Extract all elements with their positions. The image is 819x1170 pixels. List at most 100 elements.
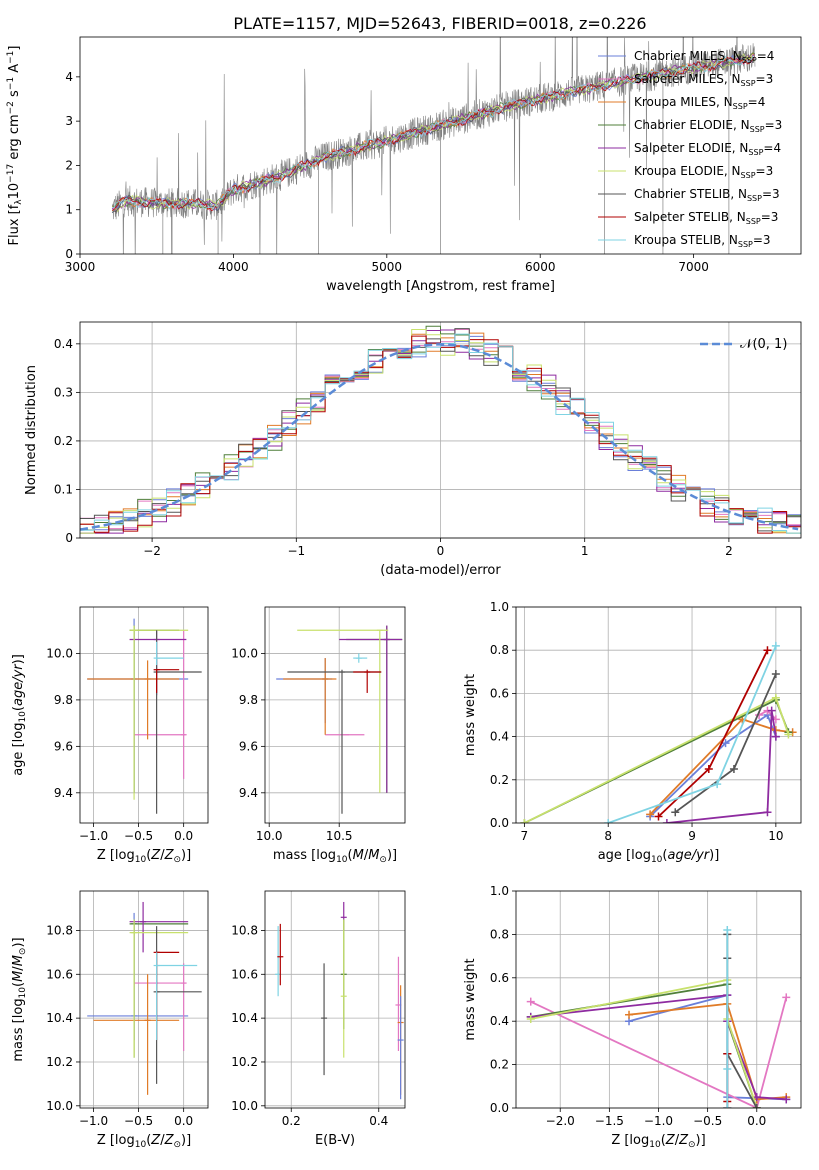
label-part: Z [log	[97, 848, 135, 863]
label-part: A	[7, 64, 22, 77]
label-part: Z	[150, 848, 161, 863]
weight-point-marker	[713, 780, 722, 789]
label-part: λ	[14, 199, 24, 205]
y-axis-label: age [log10(age/yr)]	[11, 654, 28, 776]
legend-text: Chabrier STELIB, N	[634, 187, 747, 201]
y-tick-label: 10.8	[231, 923, 258, 937]
weight-point-marker	[526, 1015, 535, 1024]
x-tick-label: −1.0	[644, 1114, 673, 1128]
y-tick-label: 0.0	[490, 1101, 509, 1115]
label-part: (	[662, 848, 667, 863]
y-axis-label: mass [log10(M/M⊙)]	[11, 937, 28, 1061]
label-part: /	[160, 1133, 165, 1148]
label-part: )]	[696, 1133, 706, 1148]
label-part: 10	[649, 1140, 661, 1150]
y-tick-label: 9.8	[54, 693, 73, 707]
label-part: M	[11, 971, 26, 982]
label-part: wavelength [Angstrom, rest frame]	[326, 279, 555, 294]
label-part: erg cm	[7, 114, 22, 163]
label-part: ⊙	[379, 855, 387, 865]
legend-subscript: SSP	[733, 102, 748, 111]
label-part: Z [log	[611, 1133, 649, 1148]
label-part: −2	[6, 101, 16, 114]
y-tick-label: 1.0	[490, 884, 509, 898]
y-tick-label: 0.4	[54, 337, 73, 351]
mass-vs-ebv-panel: 0.2 0.4 10.0 10.2 10.4 10.6 10.8 E(B-V)	[231, 890, 406, 1148]
x-axis-label: Z [log10(Z/Z⊙)]	[97, 1133, 191, 1150]
legend-suffix: =3	[753, 233, 771, 247]
legend-suffix: =3	[765, 118, 783, 132]
y-tick-label: 1.0	[490, 600, 509, 614]
weight-point-marker	[782, 1095, 791, 1104]
label-part: (	[11, 706, 26, 711]
x-tick-label: 3000	[65, 260, 96, 274]
weight-point-marker	[723, 926, 732, 935]
label-part: )]	[181, 1133, 191, 1148]
x-tick-label: 10.0	[256, 829, 283, 843]
axes-frame	[79, 321, 802, 539]
label-part: /	[11, 966, 26, 971]
legend-suffix: =3	[756, 72, 774, 86]
label-part: /	[160, 848, 165, 863]
weight-point-marker	[704, 765, 713, 773]
legend-text: Salpeter MILES, N	[634, 72, 741, 86]
label-part: )]	[181, 848, 191, 863]
legend-label: Chabrier ELODIE, NSSP=3	[634, 118, 782, 134]
label-part: Flux [f	[7, 204, 22, 245]
x-tick-label: −1.5	[595, 1114, 624, 1128]
label-part: M	[353, 848, 364, 863]
weight-point-marker	[520, 819, 529, 823]
weight-point-marker	[646, 810, 655, 819]
label-part: Z [log	[97, 1133, 135, 1148]
y-tick-label: 9.4	[54, 786, 73, 800]
label-part: −1	[6, 77, 16, 90]
label-part: E(B-V)	[315, 1133, 355, 1148]
axes-frame	[264, 890, 406, 1109]
x-axis-label: (data-model)/error	[380, 563, 501, 578]
weight-point-marker	[771, 669, 780, 678]
label-part: Z	[150, 1133, 161, 1148]
y-tick-label: 0	[65, 531, 73, 545]
weight-point-marker	[767, 706, 776, 715]
label-part: age [log	[11, 723, 26, 776]
weight-series-line-kroupa_elodie	[523, 696, 790, 823]
x-axis-label: wavelength [Angstrom, rest frame]	[326, 279, 555, 294]
y-tick-label: 10.2	[231, 1055, 258, 1069]
label-part: (	[661, 1133, 666, 1148]
axes-frame	[264, 606, 406, 824]
weight-point-marker	[771, 641, 780, 650]
weight-point-marker	[782, 993, 791, 1002]
weight-point-marker	[723, 1104, 732, 1108]
weight-point-marker	[721, 739, 730, 748]
x-tick-label: 4000	[218, 260, 249, 274]
label-part: Normed distribution	[24, 365, 39, 495]
weight-series-line-kroupa_elodie	[530, 978, 758, 1108]
y-axis-label: mass weight	[463, 674, 478, 756]
label-part: mass weight	[463, 958, 478, 1040]
label-part: age/yr	[11, 663, 26, 706]
x-tick-label: 0.0	[174, 1114, 193, 1128]
y-tick-label: 0.6	[490, 971, 509, 985]
legend-text: Chabrier ELODIE, N	[634, 118, 750, 132]
y-tick-label: 10.4	[46, 1011, 73, 1025]
legend-label: Salpeter MILES, NSSP=3	[634, 72, 773, 88]
weight-point-marker	[752, 1104, 761, 1108]
label-part: ⊙	[18, 948, 28, 956]
label-part: )]	[11, 937, 26, 947]
weight-point-marker	[654, 812, 663, 821]
label-part: (	[348, 848, 353, 863]
weight-point-marker	[526, 997, 535, 1006]
label-part: )]	[709, 848, 719, 863]
x-tick-label: 0.0	[174, 829, 193, 843]
label-part: ]	[7, 46, 22, 51]
weight-series-line-kroupa_miles	[649, 718, 793, 816]
y-tick-label: 2	[65, 158, 73, 172]
y-tick-label: 4	[65, 70, 73, 84]
weight-series-line-salpeter_miles	[530, 997, 788, 1108]
mass-vs-metallicity-panel: −1.0 −0.5 0.010.010.210.410.610.8Z [log10(…	[11, 890, 209, 1150]
legend-label: Kroupa MILES, NSSP=4	[634, 95, 765, 111]
x-tick-label: −1.0	[79, 1114, 108, 1128]
weight-point-marker	[671, 808, 680, 817]
legend-text: Chabrier MILES, N	[634, 49, 742, 63]
x-tick-label: 10.5	[326, 829, 353, 843]
